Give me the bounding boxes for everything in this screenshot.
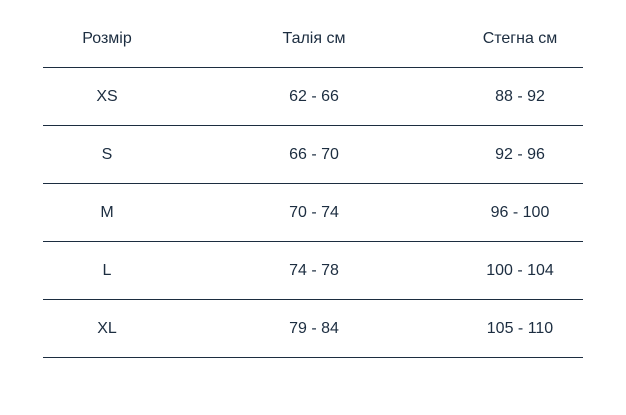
- cell-size: M: [43, 183, 171, 242]
- size-chart-table: Розмір Талія см Стегна см XS 62 - 66 88 …: [43, 10, 583, 358]
- header-hips: Стегна см: [457, 10, 583, 68]
- header-size: Розмір: [43, 10, 171, 68]
- cell-hips: 88 - 92: [457, 67, 583, 126]
- cell-size: XL: [43, 299, 171, 358]
- cell-hips: 92 - 96: [457, 125, 583, 184]
- cell-hips: 96 - 100: [457, 183, 583, 242]
- cell-waist: 62 - 66: [171, 67, 457, 126]
- table-body: XS 62 - 66 88 - 92 S 66 - 70 92 - 96 M 7…: [43, 67, 583, 358]
- table-row: S 66 - 70 92 - 96: [43, 125, 583, 184]
- cell-size: S: [43, 125, 171, 184]
- table-header: Розмір Талія см Стегна см: [43, 10, 583, 68]
- cell-waist: 66 - 70: [171, 125, 457, 184]
- cell-waist: 70 - 74: [171, 183, 457, 242]
- table-row: XS 62 - 66 88 - 92: [43, 67, 583, 126]
- table-row: L 74 - 78 100 - 104: [43, 241, 583, 300]
- cell-size: XS: [43, 67, 171, 126]
- table-row: XL 79 - 84 105 - 110: [43, 299, 583, 358]
- cell-size: L: [43, 241, 171, 300]
- cell-waist: 79 - 84: [171, 299, 457, 358]
- table-row: M 70 - 74 96 - 100: [43, 183, 583, 242]
- cell-waist: 74 - 78: [171, 241, 457, 300]
- header-row: Розмір Талія см Стегна см: [43, 10, 583, 68]
- cell-hips: 100 - 104: [457, 241, 583, 300]
- cell-hips: 105 - 110: [457, 299, 583, 358]
- header-waist: Талія см: [171, 10, 457, 68]
